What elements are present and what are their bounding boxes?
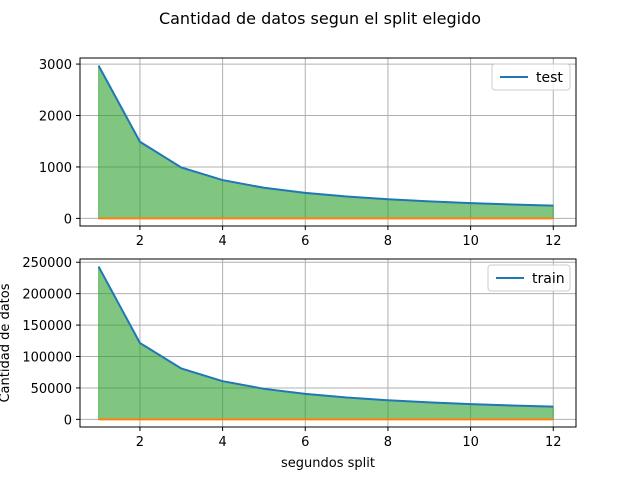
legend-label: train xyxy=(532,271,565,287)
y-tick-label: 100000 xyxy=(22,351,72,366)
bottom-subplot: 2 4 6 8 10 12 0 50000 100000 150000 200000 250000 tr… xyxy=(22,256,577,450)
x-axis-label: segundos split xyxy=(281,456,375,471)
y-tick-label: 150000 xyxy=(22,319,72,334)
series-line-test xyxy=(97,65,554,207)
x-tick-label: 6 xyxy=(301,435,309,450)
y-tick-label: 1000 xyxy=(39,161,72,176)
figure-title: Cantidad de datos segun el split elegido xyxy=(159,9,481,28)
y-axis-label: Cantidad de datos xyxy=(0,283,13,402)
x-tick-label: 12 xyxy=(545,435,562,450)
top-subplot: 2 4 6 8 10 12 0 1000 2000 3000 test xyxy=(39,57,577,249)
x-tick-label: 2 xyxy=(136,234,144,249)
x-tick-label: 8 xyxy=(384,234,392,249)
series-line-train xyxy=(97,266,554,408)
y-tick-label: 200000 xyxy=(22,288,72,303)
y-tick-label: 0 xyxy=(64,212,72,227)
legend-label: test xyxy=(536,70,563,86)
y-tick-label: 0 xyxy=(64,413,72,428)
y-tick-label: 250000 xyxy=(22,256,72,271)
x-tick-label: 6 xyxy=(301,234,309,249)
legend-box xyxy=(491,63,571,91)
y-tick-label: 50000 xyxy=(31,382,72,397)
axes-frame xyxy=(79,57,577,227)
x-tick-label: 10 xyxy=(462,234,479,249)
x-tick-label: 8 xyxy=(384,435,392,450)
x-tick-label: 10 xyxy=(462,435,479,450)
x-tick-label: 12 xyxy=(545,234,562,249)
axes-frame xyxy=(79,258,577,428)
y-tick-label: 3000 xyxy=(39,58,72,73)
x-tick-label: 4 xyxy=(218,234,226,249)
x-tick-label: 4 xyxy=(218,435,226,450)
legend-box xyxy=(487,264,571,292)
x-tick-label: 2 xyxy=(136,435,144,450)
y-tick-label: 2000 xyxy=(39,110,72,125)
